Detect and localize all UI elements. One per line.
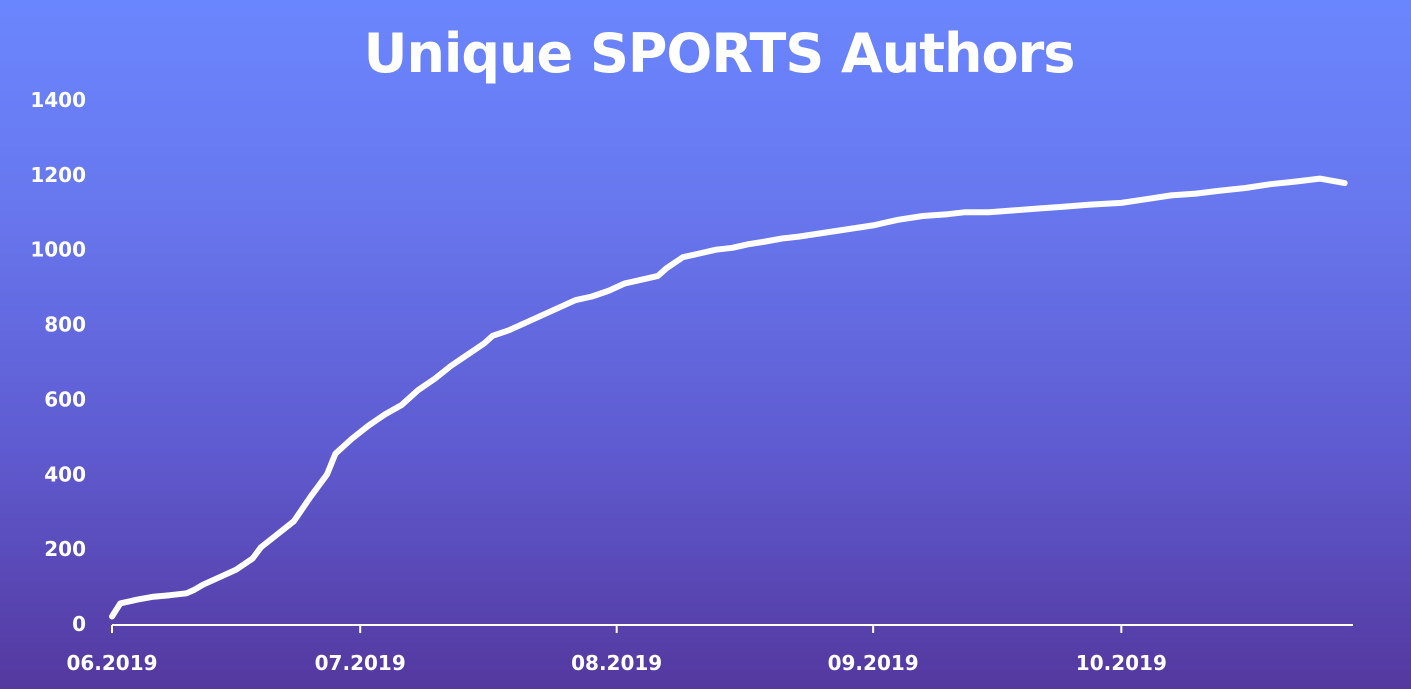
x-axis-tick-labels: 06.2019 07.2019 08.2019 09.2019 10.2019 xyxy=(66,651,1166,675)
series-point xyxy=(1218,188,1224,194)
series-point xyxy=(556,305,562,311)
series-point xyxy=(961,209,967,215)
y-tick-label: 200 xyxy=(44,537,86,561)
series-point xyxy=(506,327,512,333)
series-point xyxy=(217,574,223,580)
series-point xyxy=(870,222,876,228)
y-tick-label: 1200 xyxy=(30,163,86,187)
series-points xyxy=(109,176,1348,619)
series-point xyxy=(291,518,297,524)
series-point xyxy=(523,320,529,326)
series-point xyxy=(366,423,371,429)
series-point xyxy=(1060,204,1066,210)
series-point xyxy=(1342,180,1348,186)
series-point xyxy=(655,273,661,279)
series-point xyxy=(639,277,644,283)
series-point xyxy=(746,241,752,247)
series-point xyxy=(821,230,826,236)
series-point xyxy=(779,236,785,241)
series-point xyxy=(696,251,702,256)
series-point xyxy=(895,217,901,223)
y-axis-tick-labels: 0 200 400 600 800 1000 1200 1400 xyxy=(30,88,86,636)
series-point xyxy=(109,614,115,619)
series-point xyxy=(490,333,496,339)
series-point xyxy=(332,451,338,457)
series-point xyxy=(1242,185,1248,191)
series-point xyxy=(117,600,123,606)
y-tick-label: 600 xyxy=(44,387,86,411)
series-point xyxy=(1085,202,1091,208)
series-point xyxy=(1168,192,1174,198)
x-tick-label: 09.2019 xyxy=(828,651,919,675)
series-point xyxy=(1036,206,1042,211)
series-point xyxy=(845,226,851,232)
series-point xyxy=(382,411,388,417)
series-point xyxy=(184,590,189,596)
series-point xyxy=(605,288,611,294)
series-point xyxy=(539,312,545,318)
x-axis-ticks xyxy=(111,625,1123,633)
series-point xyxy=(1193,191,1199,197)
series-point xyxy=(481,340,487,346)
series-point xyxy=(448,363,454,369)
series-point xyxy=(763,239,769,244)
series-point xyxy=(415,387,421,393)
series-point xyxy=(432,376,438,382)
series-point xyxy=(796,234,802,240)
series-point xyxy=(1317,176,1323,182)
series-point xyxy=(1267,181,1273,187)
y-tick-label: 1400 xyxy=(30,88,86,112)
series-point xyxy=(150,594,156,600)
series-point xyxy=(1292,179,1298,185)
chart-title: Unique SPORTS Authors xyxy=(363,22,1076,85)
series-point xyxy=(986,209,992,215)
series-point xyxy=(920,213,926,219)
series-point xyxy=(308,494,314,500)
series-point xyxy=(275,531,280,537)
series-point xyxy=(250,556,256,561)
y-tick-label: 1000 xyxy=(30,238,86,262)
series-point xyxy=(349,436,355,442)
x-tick-label: 08.2019 xyxy=(571,651,662,675)
series-point xyxy=(233,567,239,573)
series-point xyxy=(680,254,686,260)
y-tick-label: 400 xyxy=(44,462,86,486)
y-tick-label: 800 xyxy=(44,313,86,337)
series-point xyxy=(465,352,471,357)
series-point xyxy=(134,597,140,603)
series-point xyxy=(192,587,198,593)
series-line xyxy=(109,175,1348,620)
series-point xyxy=(167,592,173,598)
series-point xyxy=(1118,200,1124,206)
y-tick-label: 0 xyxy=(72,612,86,636)
series-point xyxy=(945,211,951,217)
series-point xyxy=(572,297,578,303)
series-point xyxy=(324,471,330,477)
series-point xyxy=(622,280,628,286)
series-point xyxy=(200,582,206,588)
x-tick-label: 07.2019 xyxy=(315,651,406,675)
series-point xyxy=(1143,196,1149,202)
x-tick-label: 06.2019 xyxy=(66,651,157,675)
x-tick-label: 10.2019 xyxy=(1076,651,1167,675)
series-point xyxy=(663,265,669,271)
series-point xyxy=(589,294,595,299)
series-point xyxy=(730,245,735,251)
series-point xyxy=(258,544,264,550)
series-point xyxy=(713,247,719,253)
series-point xyxy=(399,402,405,408)
series-point xyxy=(1011,207,1017,213)
